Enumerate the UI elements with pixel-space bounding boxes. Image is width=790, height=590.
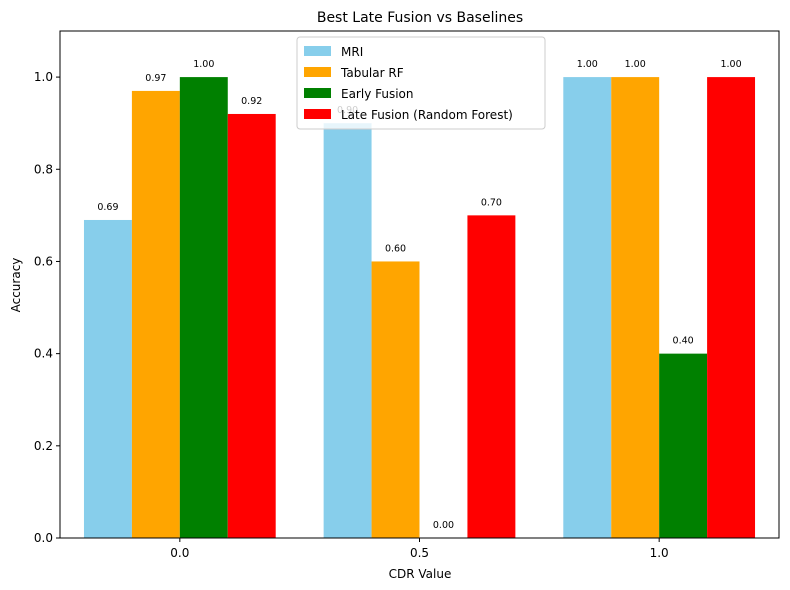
data-label: 0.69	[97, 202, 118, 213]
data-label: 1.00	[625, 59, 646, 70]
x-tick-label: 0.0	[170, 546, 189, 560]
bar-mri-0-0	[83, 219, 132, 539]
legend-label: Early Fusion	[341, 87, 414, 101]
legend-label: MRI	[341, 45, 363, 59]
bar-late-fusion-random-forest-0-5	[467, 215, 516, 538]
legend-box	[296, 36, 546, 130]
data-label: 0.00	[433, 520, 454, 531]
y-axis: 0.0 0.2 0.4 0.6 0.8 1.0	[34, 70, 60, 545]
chart-title: Best Late Fusion vs Baselines	[317, 10, 523, 26]
bar-mri-0-5	[323, 123, 372, 538]
legend-swatch	[304, 67, 331, 77]
legend-swatch	[304, 88, 331, 98]
data-label: 0.92	[241, 96, 262, 107]
legend-label: Late Fusion (Random Forest)	[341, 108, 513, 122]
y-tick-label: 0.8	[34, 162, 53, 176]
data-label: 0.97	[145, 73, 166, 84]
legend: MRI Tabular RF Early Fusion Late Fusion (Ra…	[296, 36, 546, 130]
y-tick-label: 0.6	[34, 254, 53, 268]
y-tick-label: 0.0	[34, 531, 53, 545]
bar-tabular-rf-0-5	[371, 261, 420, 538]
bar-late-fusion-random-forest-0-0	[227, 113, 276, 539]
bar-early-fusion-1-0	[659, 353, 708, 538]
bar-tabular-rf-0-0	[131, 90, 180, 538]
bars-layer	[83, 77, 756, 539]
data-label: 1.00	[720, 59, 741, 70]
x-axis-label: CDR Value	[389, 567, 452, 581]
x-axis: 0.0 0.5 1.0	[170, 538, 669, 560]
y-tick-label: 1.0	[34, 70, 53, 84]
y-axis-label: Accuracy	[9, 258, 23, 313]
legend-swatch	[304, 109, 331, 119]
y-tick-label: 0.4	[34, 347, 53, 361]
bar-late-fusion-random-forest-1-0	[707, 77, 756, 538]
x-tick-label: 0.5	[410, 546, 429, 560]
data-label: 1.00	[193, 59, 214, 70]
x-tick-label: 1.0	[650, 546, 669, 560]
y-tick-label: 0.2	[34, 439, 53, 453]
data-label: 0.60	[385, 243, 406, 254]
bar-tabular-rf-1-0	[611, 77, 660, 538]
bar-mri-1-0	[563, 77, 612, 538]
legend-label: Tabular RF	[340, 66, 404, 80]
data-label: 1.00	[577, 59, 598, 70]
data-label: 0.70	[481, 197, 502, 208]
data-label: 0.40	[673, 336, 694, 347]
legend-swatch	[304, 46, 331, 56]
bar-early-fusion-0-0	[179, 77, 228, 538]
